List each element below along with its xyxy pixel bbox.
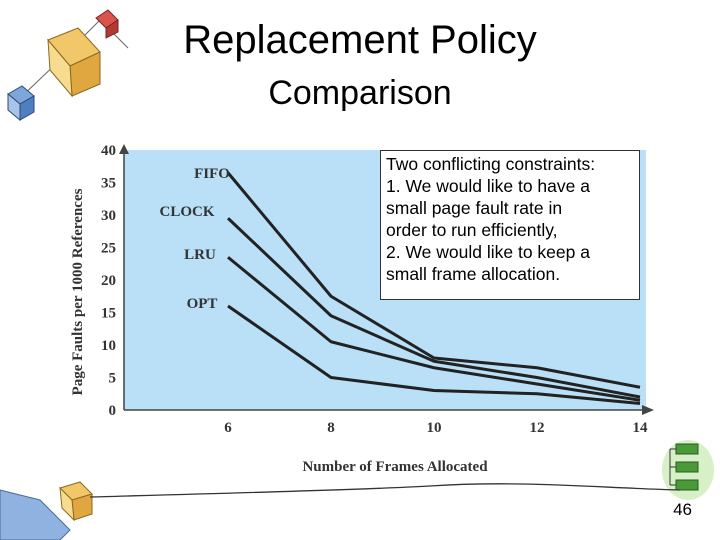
stack-clipart-icon: [662, 440, 714, 500]
constraints-note: Two conflicting constraints: 1. We would…: [380, 150, 640, 300]
note-line: small frame allocation.: [386, 264, 561, 284]
slide-title-line-2: Comparison: [268, 74, 452, 112]
y-tick-label: 0: [109, 403, 117, 419]
note-line: order to run efficiently,: [386, 220, 558, 240]
slide-title-line-1: Replacement Policy: [183, 18, 537, 62]
bottom-clipart-icon: [0, 481, 93, 540]
series-label-lru: LRU: [184, 247, 216, 263]
slide-number: 46: [673, 500, 692, 519]
series-line-clock: [226, 217, 641, 399]
series-line-opt: [227, 304, 641, 405]
cube-clipart-icon: [7, 9, 129, 122]
x-axis-arrow-icon: [642, 405, 654, 415]
series-line-fifo: [226, 171, 641, 389]
y-tick-label: 35: [101, 176, 116, 192]
x-tick-label: 12: [530, 420, 545, 436]
note-line: 1. We would like to have a: [386, 176, 590, 196]
y-tick-label: 40: [101, 143, 116, 159]
note-line: Two conflicting constraints:: [386, 154, 596, 174]
y-tick-label: 15: [101, 306, 116, 322]
footer-divider-line: [89, 483, 681, 498]
series-line-lru: [227, 256, 641, 402]
y-tick-label: 20: [101, 273, 116, 289]
y-tick-label: 5: [109, 371, 117, 387]
y-tick-label: 30: [101, 208, 116, 224]
y-tick-label: 25: [101, 241, 116, 257]
y-tick-label: 10: [101, 338, 116, 354]
series-label-fifo: FIFO: [194, 166, 230, 182]
note-line: small page fault rate in: [386, 198, 563, 218]
x-tick-label: 10: [427, 420, 442, 436]
x-tick-label: 6: [224, 420, 232, 436]
y-axis-title: Page Faults per 1000 References: [70, 188, 86, 395]
note-line: 2. We would like to keep a: [386, 242, 590, 262]
series-label-clock: CLOCK: [159, 204, 214, 220]
x-tick-label: 8: [327, 420, 335, 436]
series-label-opt: OPT: [187, 296, 218, 312]
x-axis-title: Number of Frames Allocated: [302, 459, 488, 475]
y-axis-arrow-icon: [119, 144, 129, 154]
x-tick-label: 14: [633, 420, 649, 436]
